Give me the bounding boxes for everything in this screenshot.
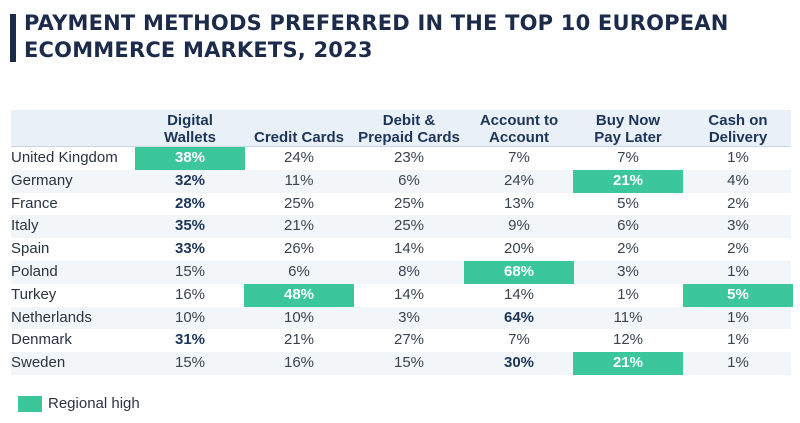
table-cell: 11% <box>284 171 314 189</box>
table-header-row: Digital Wallets Credit Cards Debit & Prepa… <box>11 110 791 147</box>
row-country-label: Italy <box>11 217 39 235</box>
table-cell: 21% <box>283 217 315 235</box>
payment-methods-table: Digital Wallets Credit Cards Debit & Prepa… <box>11 110 793 375</box>
table-cell-regional-high: 38% <box>135 147 245 170</box>
table-cell: 24% <box>503 171 535 189</box>
row-country-label: Sweden <box>11 354 66 372</box>
table-cell: 35% <box>174 217 206 235</box>
table-cell-regional-high: 68% <box>464 260 574 284</box>
row-country-label: Poland <box>11 262 58 280</box>
table-row: Turkey 16% 48% 14% 14% 1% 5% <box>11 283 793 307</box>
table-cell: 24% <box>283 149 315 166</box>
table-row: France 28% 25% 25% 13% 5% 2% <box>11 193 791 216</box>
table-cell: 31% <box>174 331 206 349</box>
table-cell: 25% <box>393 217 425 235</box>
legend-swatch <box>18 395 42 412</box>
table-cell: 15% <box>174 262 206 280</box>
table-row: Germany 32% 11% 6% 24% 21% 4% <box>11 169 791 193</box>
column-header-3: Account to Account <box>479 112 559 146</box>
table-cell: 11% <box>613 308 643 326</box>
table-cell: 1% <box>727 149 749 166</box>
table-cell: 32% <box>174 171 206 189</box>
table-cell: 7% <box>617 149 639 166</box>
row-country-label: Denmark <box>11 331 72 349</box>
table-cell-regional-high: 21% <box>573 352 683 375</box>
row-country-label: United Kingdom <box>11 149 118 166</box>
table-cell: 6% <box>617 217 639 235</box>
table-cell: 25% <box>283 194 315 212</box>
table-cell: 16% <box>283 354 315 372</box>
table-cell: 14% <box>393 285 425 303</box>
row-country-label: Germany <box>11 171 73 189</box>
row-country-label: France <box>11 194 58 212</box>
table-cell: 6% <box>398 171 420 189</box>
table-cell: 26% <box>283 240 315 258</box>
legend-label: Regional high <box>48 395 140 412</box>
table-row: United Kingdom 38% 24% 23% 7% 7% 1% <box>11 147 791 170</box>
table-cell: 2% <box>617 240 639 258</box>
table-cell: 15% <box>393 354 425 372</box>
table-cell: 6% <box>288 262 310 280</box>
chart-title-line-2: ECOMMERCE MARKETS, 2023 <box>24 38 373 62</box>
table-cell: 30% <box>503 354 535 372</box>
table-cell: 5% <box>617 194 639 212</box>
chart-title: PAYMENT METHODS PREFERRED IN THE TOP 10 … <box>24 10 784 64</box>
table-row: Italy 35% 21% 25% 9% 6% 3% <box>11 215 791 239</box>
table-cell: 2% <box>727 194 749 212</box>
column-header-2: Debit & Prepaid Cards <box>358 112 460 146</box>
table-cell: 33% <box>174 240 206 258</box>
column-header-0: Digital Wallets <box>164 112 216 146</box>
chart-title-line-1: PAYMENT METHODS PREFERRED IN THE TOP 10 … <box>24 11 729 35</box>
table-cell: 15% <box>174 354 206 372</box>
table-cell: 7% <box>508 331 530 349</box>
table-row: Denmark 31% 21% 27% 7% 12% 1% <box>11 329 791 352</box>
table-body: United Kingdom 38% 24% 23% 7% 7% 1% Germany 32% 1… <box>11 147 793 375</box>
table-cell: 10% <box>283 308 315 326</box>
column-header-1: Credit Cards <box>253 129 345 146</box>
table-cell: 27% <box>393 331 425 349</box>
table-cell: 10% <box>174 308 206 326</box>
table-cell: 25% <box>393 194 425 212</box>
table-cell: 64% <box>503 308 535 326</box>
table-cell: 1% <box>727 308 749 326</box>
column-header-5: Cash on Delivery <box>708 112 768 146</box>
table-cell: 2% <box>727 240 749 258</box>
table-cell: 14% <box>503 285 535 303</box>
row-country-label: Turkey <box>11 285 57 303</box>
title-accent-bar <box>10 14 16 62</box>
table-cell: 28% <box>174 194 206 212</box>
table-row: Sweden 15% 16% 15% 30% 21% 1% <box>11 352 791 375</box>
table-cell: 8% <box>398 262 420 280</box>
table-cell: 3% <box>617 262 639 280</box>
table-cell-regional-high: 48% <box>244 283 354 307</box>
table-row: Spain 33% 26% 14% 20% 2% 2% <box>11 238 791 261</box>
table-row: Poland 15% 6% 8% 68% 3% 1% <box>11 260 791 284</box>
table-row: Netherlands 10% 10% 3% 64% 11% 1% <box>11 306 791 330</box>
table-cell-regional-high: 5% <box>683 283 793 307</box>
table-cell: 13% <box>503 194 535 212</box>
table-cell: 3% <box>398 308 420 326</box>
column-header-4: Buy Now Pay Later <box>594 112 662 146</box>
table-cell: 20% <box>503 240 535 258</box>
table-cell: 1% <box>727 331 749 349</box>
table-cell-regional-high: 21% <box>573 169 683 193</box>
table-cell: 4% <box>727 171 749 189</box>
table-cell: 12% <box>612 331 644 349</box>
table-cell: 23% <box>393 149 425 166</box>
table-cell: 21% <box>283 331 315 349</box>
table-cell: 7% <box>508 149 530 166</box>
table-cell: 1% <box>727 354 749 372</box>
table-cell: 1% <box>617 285 639 303</box>
legend: Regional high <box>18 395 140 412</box>
row-country-label: Netherlands <box>11 308 92 326</box>
table-cell: 3% <box>727 217 749 235</box>
table-cell: 9% <box>508 217 530 235</box>
table-cell: 1% <box>727 262 749 280</box>
table-cell: 16% <box>174 285 206 303</box>
table-cell: 14% <box>393 240 425 258</box>
row-country-label: Spain <box>11 240 50 258</box>
